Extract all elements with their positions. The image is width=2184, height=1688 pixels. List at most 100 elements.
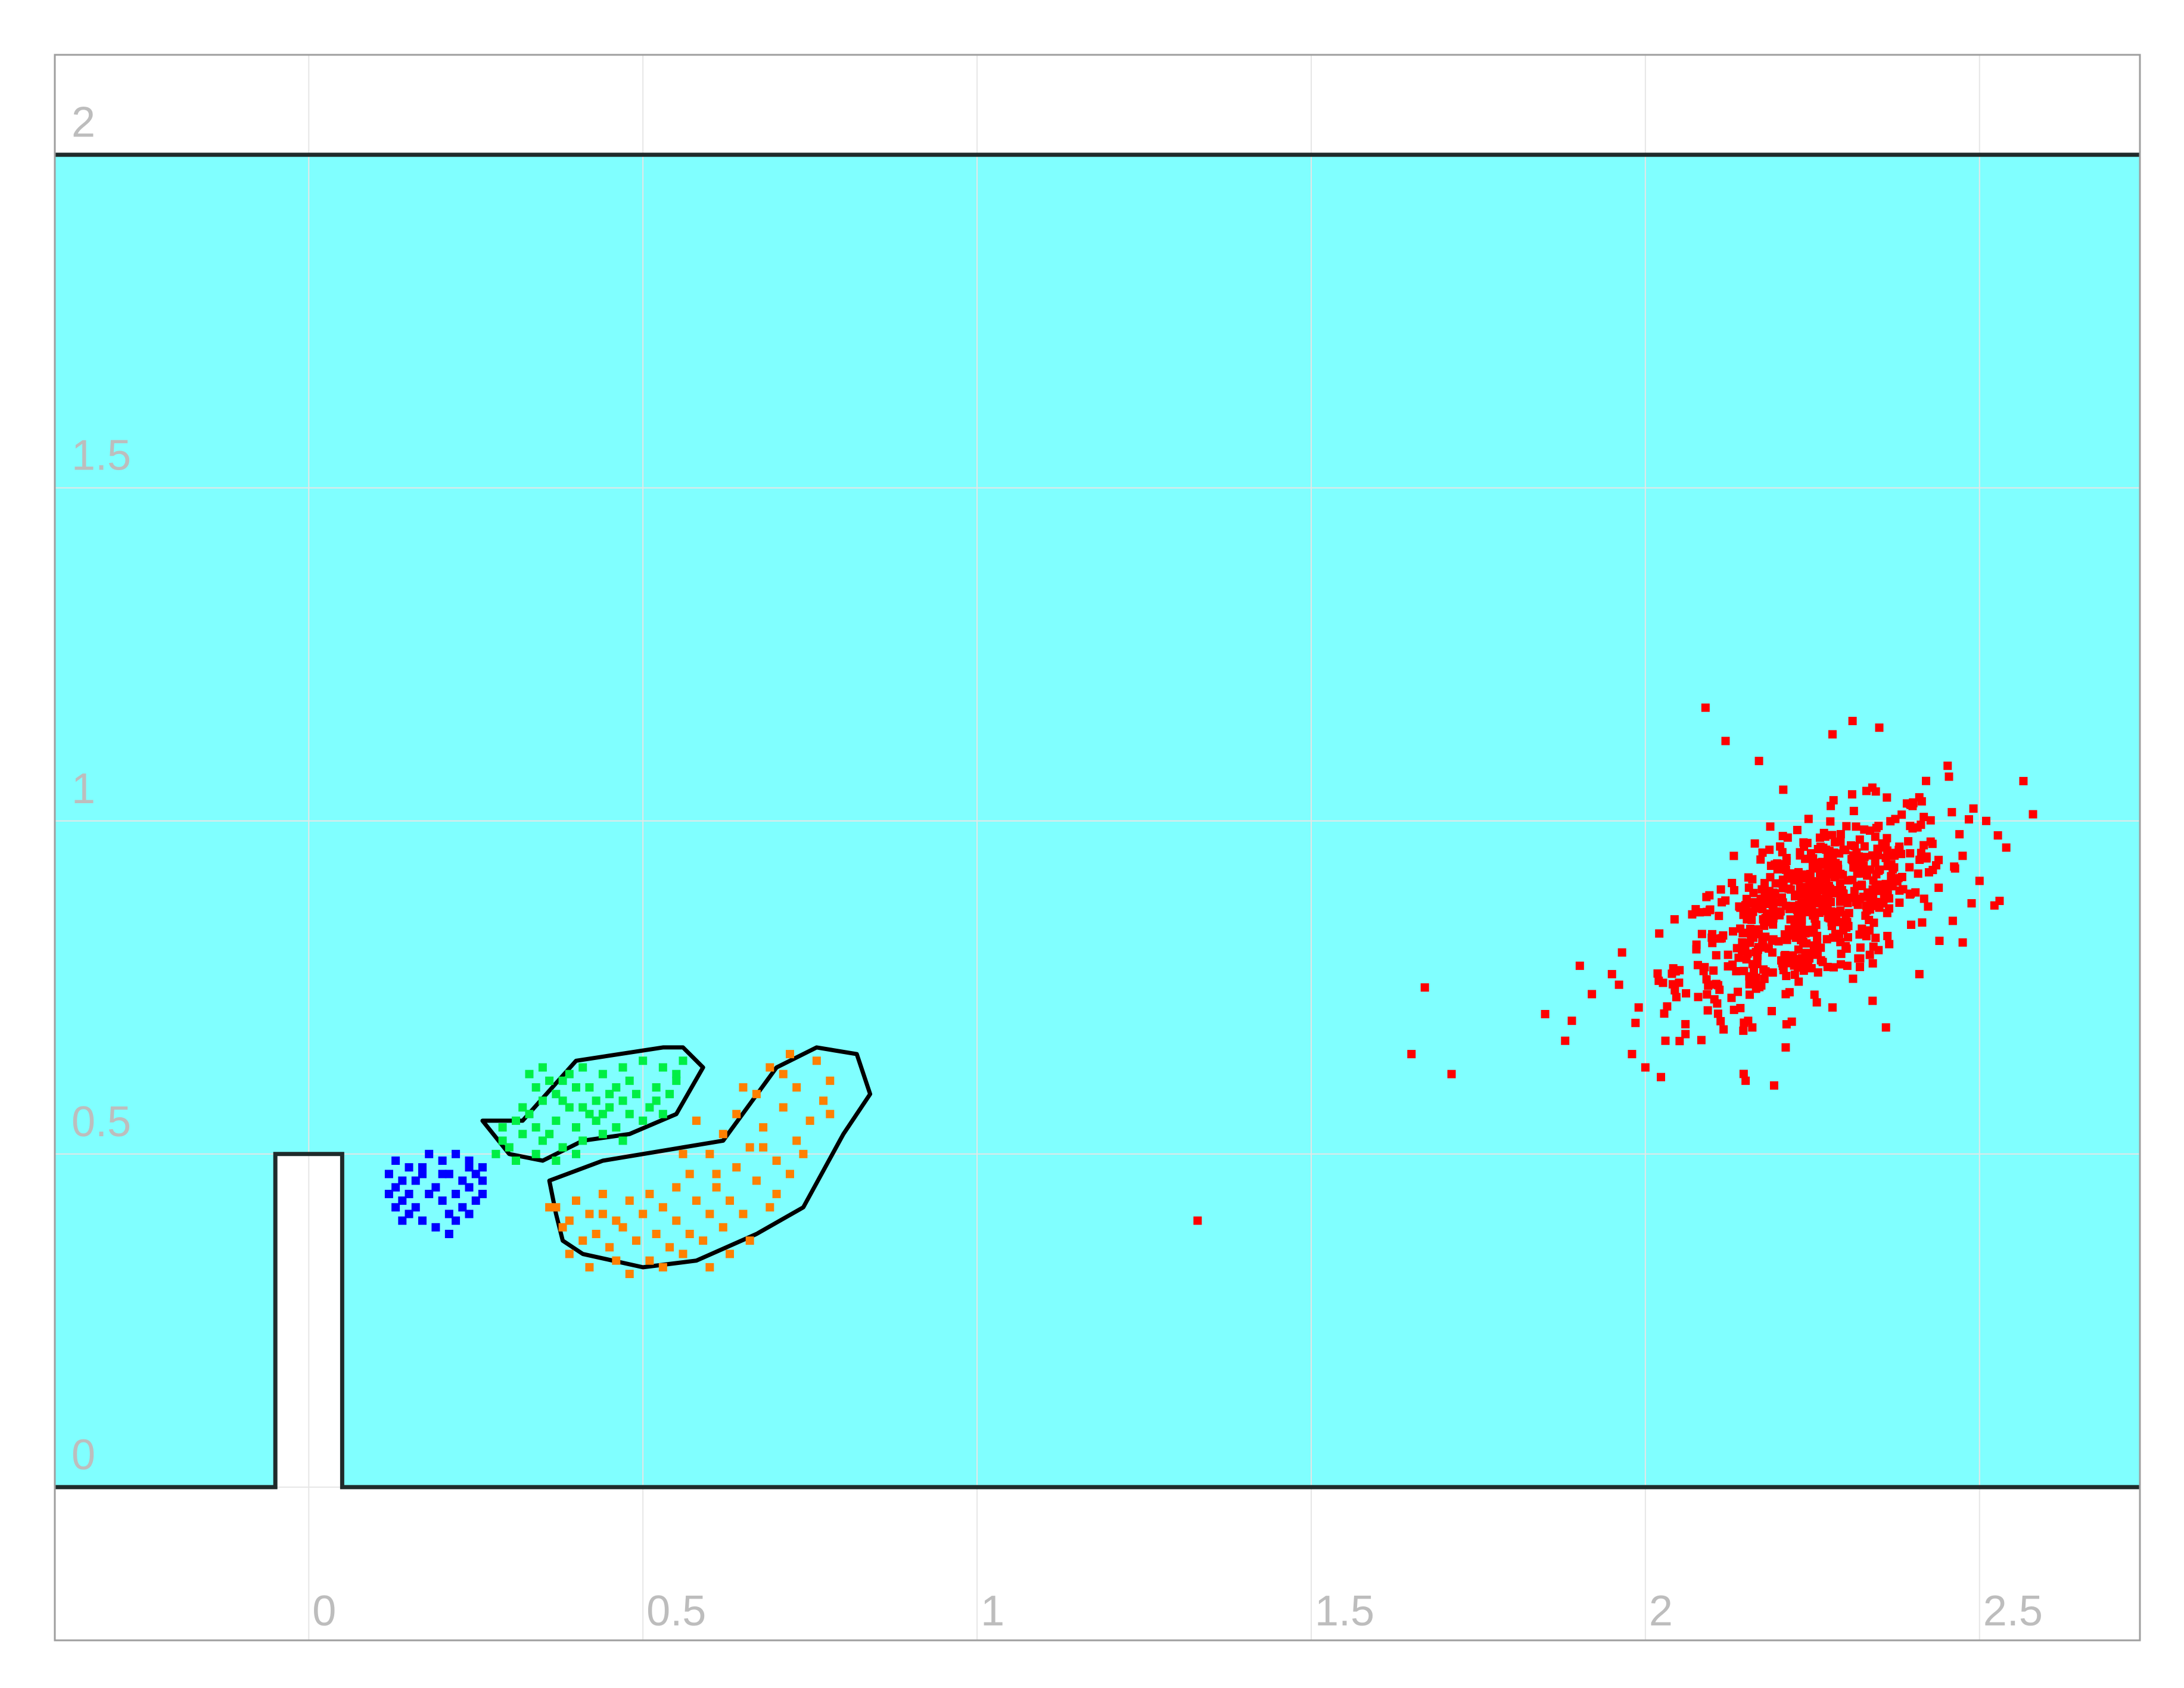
data-point bbox=[1822, 870, 1831, 879]
data-point bbox=[732, 1163, 741, 1172]
data-point bbox=[1926, 816, 1935, 825]
data-point bbox=[685, 1229, 694, 1238]
data-point bbox=[1874, 866, 1883, 875]
data-point bbox=[1712, 980, 1721, 988]
data-point bbox=[1753, 959, 1762, 968]
data-point bbox=[726, 1249, 735, 1258]
data-point bbox=[1729, 1005, 1738, 1014]
data-point bbox=[1899, 885, 1908, 894]
data-point bbox=[1732, 967, 1741, 976]
data-point bbox=[1841, 845, 1850, 854]
data-point bbox=[1757, 981, 1766, 990]
data-point bbox=[1721, 736, 1730, 745]
data-point bbox=[525, 1070, 534, 1078]
data-point bbox=[605, 1090, 614, 1099]
data-point bbox=[1919, 894, 1928, 903]
data-point bbox=[1812, 947, 1821, 956]
data-point bbox=[1782, 854, 1791, 863]
data-point bbox=[1541, 1010, 1550, 1019]
data-point bbox=[1830, 848, 1838, 857]
data-point bbox=[1809, 941, 1818, 950]
data-point bbox=[1975, 876, 1984, 885]
data-point bbox=[458, 1203, 467, 1212]
data-point bbox=[1672, 993, 1681, 1002]
data-point bbox=[1770, 889, 1779, 898]
data-point bbox=[1745, 979, 1754, 988]
data-point bbox=[1904, 837, 1913, 846]
data-point bbox=[605, 1103, 614, 1112]
data-point bbox=[1702, 975, 1711, 984]
data-point bbox=[1883, 931, 1892, 940]
data-point bbox=[779, 1070, 788, 1078]
data-point bbox=[1781, 1043, 1790, 1052]
data-point bbox=[1908, 801, 1917, 810]
data-point bbox=[592, 1116, 601, 1125]
data-point bbox=[812, 1056, 821, 1065]
data-point bbox=[425, 1189, 434, 1198]
data-point bbox=[1776, 842, 1785, 851]
data-point bbox=[645, 1256, 654, 1265]
data-point bbox=[465, 1183, 474, 1192]
data-point bbox=[405, 1210, 413, 1218]
data-point bbox=[1809, 925, 1818, 934]
bottom-wall bbox=[55, 1152, 2140, 1490]
data-point bbox=[1719, 1025, 1728, 1034]
data-point bbox=[545, 1130, 554, 1139]
data-point bbox=[1728, 878, 1737, 887]
data-point bbox=[1881, 1023, 1890, 1032]
data-point bbox=[1915, 793, 1924, 802]
data-point bbox=[558, 1223, 567, 1232]
data-point bbox=[1719, 931, 1728, 940]
data-point bbox=[745, 1143, 754, 1152]
data-point bbox=[699, 1236, 708, 1245]
data-point bbox=[471, 1196, 480, 1205]
data-point bbox=[391, 1183, 400, 1192]
data-point bbox=[1887, 851, 1896, 860]
data-point bbox=[1810, 862, 1819, 871]
data-point bbox=[1779, 785, 1788, 794]
data-point bbox=[645, 1103, 654, 1112]
data-point bbox=[465, 1210, 474, 1218]
data-point bbox=[705, 1263, 714, 1272]
data-point bbox=[525, 1109, 534, 1118]
cluster-hull-1 bbox=[480, 1045, 705, 1163]
data-point bbox=[625, 1270, 634, 1279]
data-point bbox=[631, 1090, 640, 1099]
data-point bbox=[1750, 839, 1759, 848]
data-point bbox=[1935, 937, 1944, 946]
data-point bbox=[1853, 861, 1862, 870]
data-point bbox=[505, 1143, 514, 1152]
data-point bbox=[531, 1149, 540, 1158]
data-point bbox=[444, 1170, 453, 1179]
data-point bbox=[1614, 980, 1623, 989]
data-point bbox=[1967, 899, 1976, 908]
data-point bbox=[1669, 964, 1678, 973]
data-point bbox=[598, 1130, 607, 1139]
data-point bbox=[1794, 912, 1803, 921]
data-point bbox=[572, 1123, 580, 1132]
data-point bbox=[1785, 988, 1794, 997]
data-point bbox=[1736, 1003, 1745, 1012]
data-point bbox=[1695, 908, 1704, 917]
data-point bbox=[1922, 852, 1931, 861]
data-point bbox=[1727, 993, 1736, 1002]
data-point bbox=[1567, 1016, 1576, 1025]
data-point bbox=[1744, 1016, 1753, 1025]
data-point bbox=[1561, 1036, 1570, 1045]
plot-frame bbox=[54, 54, 2141, 1642]
data-point bbox=[458, 1176, 467, 1185]
data-point bbox=[452, 1216, 461, 1225]
data-point bbox=[538, 1136, 547, 1145]
data-point bbox=[672, 1183, 681, 1192]
data-point bbox=[1653, 969, 1662, 978]
data-point bbox=[552, 1090, 561, 1099]
data-point bbox=[465, 1163, 474, 1172]
data-point bbox=[391, 1156, 400, 1165]
data-point bbox=[1634, 1003, 1643, 1012]
data-point bbox=[578, 1103, 587, 1112]
data-point bbox=[1919, 813, 1928, 822]
data-point bbox=[1868, 851, 1877, 860]
data-point bbox=[1788, 951, 1797, 960]
data-point bbox=[552, 1116, 561, 1125]
data-point bbox=[631, 1236, 640, 1245]
